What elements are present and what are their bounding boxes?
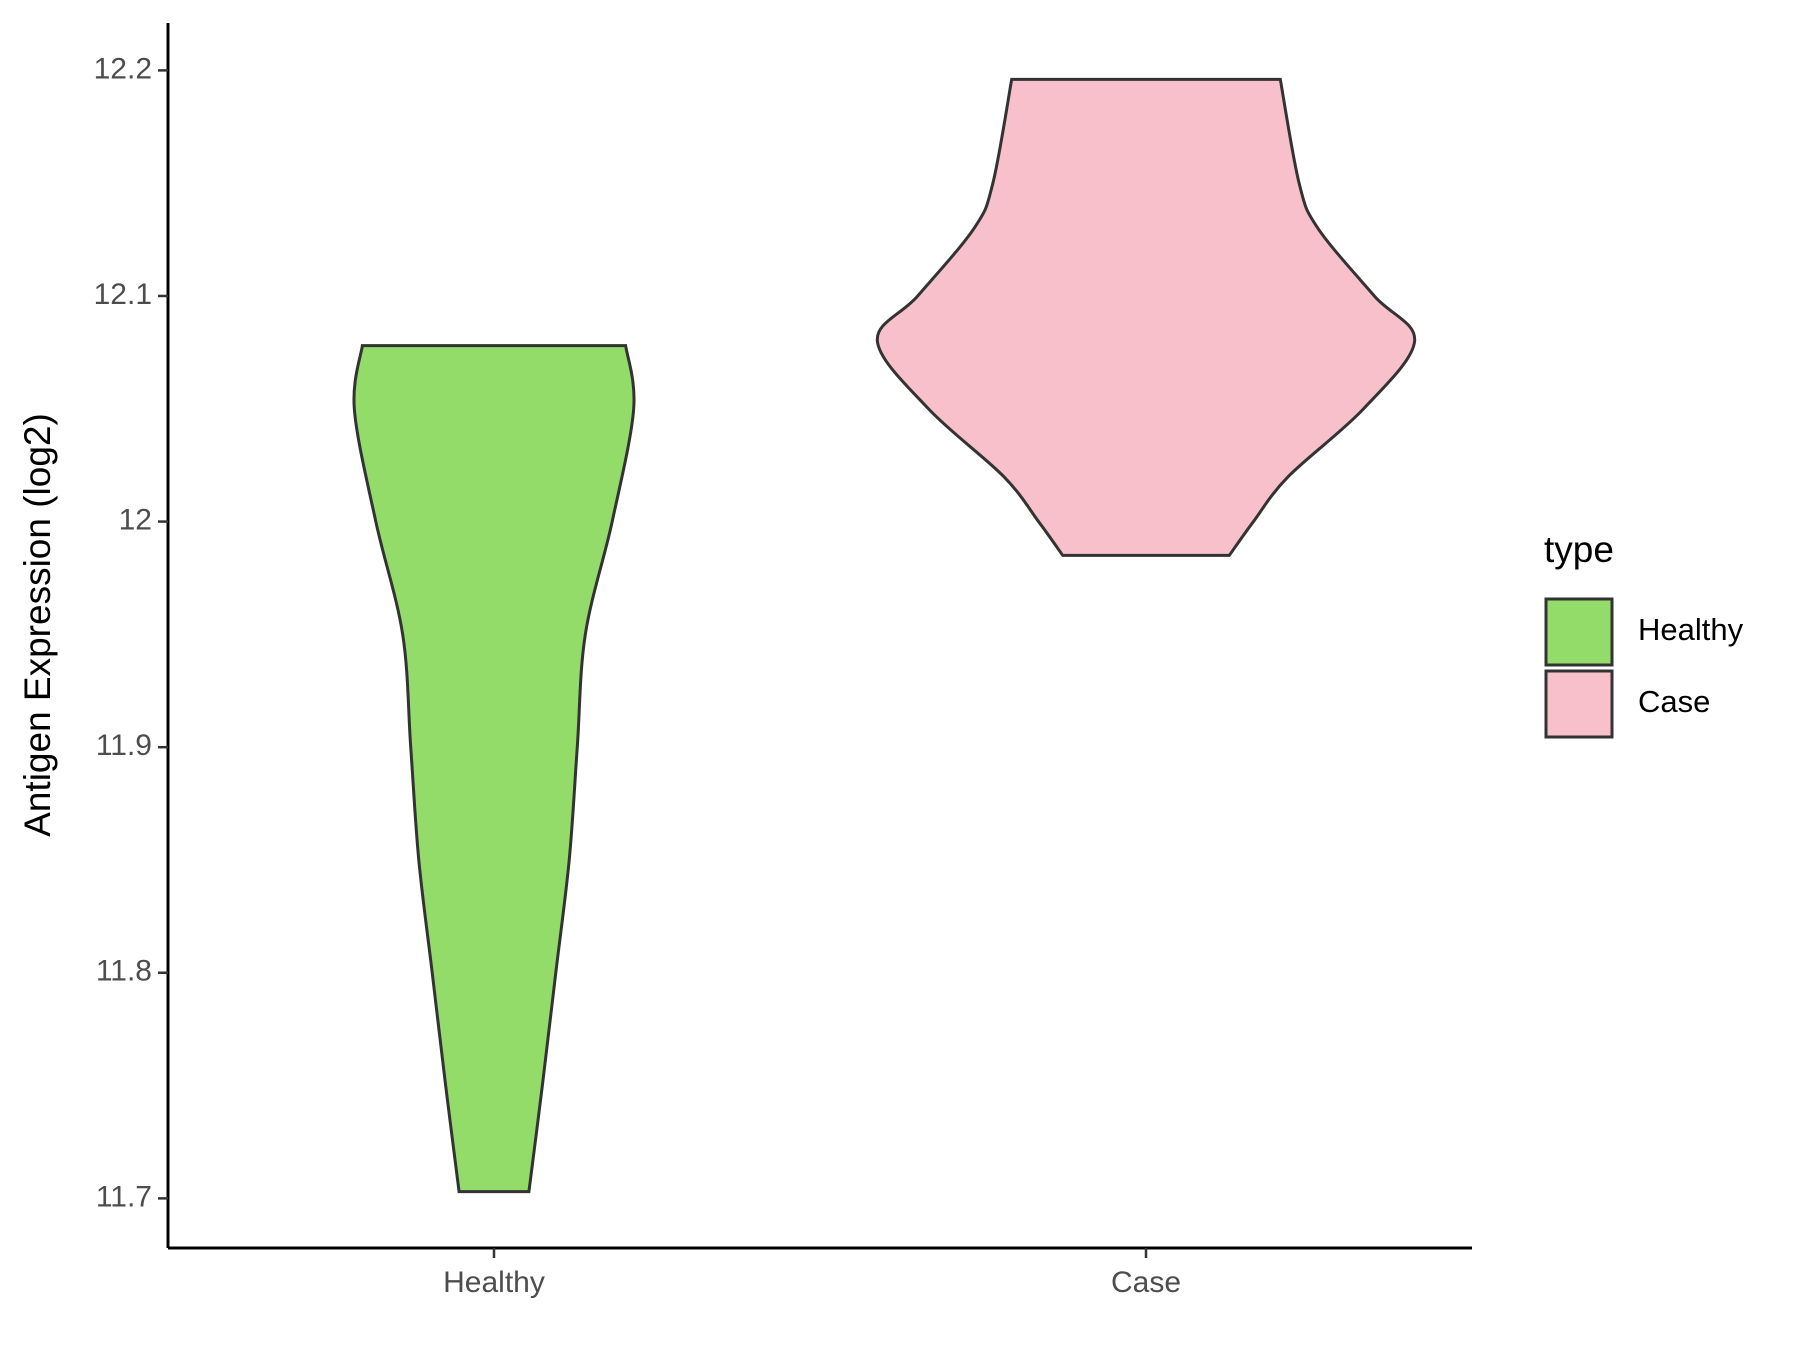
y-tick-label: 12 — [119, 503, 152, 536]
y-tick-label: 12.2 — [94, 52, 152, 85]
violin — [875, 77, 1417, 557]
legend-label: Healthy — [1638, 612, 1744, 647]
x-tick-label: Healthy — [443, 1266, 545, 1299]
y-tick-label: 12.1 — [94, 278, 152, 311]
y-tick-label: 11.9 — [96, 729, 152, 762]
legend-title: type — [1544, 529, 1614, 570]
legend-label: Case — [1638, 684, 1710, 719]
y-tick-label: 11.7 — [96, 1180, 152, 1213]
y-tick-label: 11.8 — [96, 955, 152, 988]
violin — [352, 344, 636, 1194]
legend-key — [1544, 597, 1614, 667]
y-axis-title: Antigen Expression (log2) — [17, 413, 58, 837]
x-tick-label: Case — [1111, 1266, 1181, 1299]
legend-key — [1544, 669, 1614, 739]
